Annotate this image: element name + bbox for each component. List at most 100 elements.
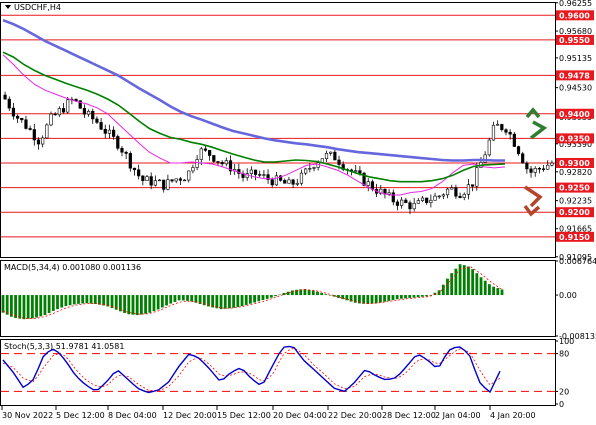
macd-bar	[353, 295, 357, 303]
candle-body	[441, 194, 445, 197]
macd-bar	[358, 295, 361, 304]
candle-body	[412, 202, 416, 210]
macd-bar	[81, 295, 85, 304]
macd-bar	[307, 289, 311, 296]
macd-bar	[467, 266, 470, 296]
level-label: 0.9300	[559, 159, 590, 168]
candle-body	[483, 154, 487, 163]
candle-body	[91, 110, 95, 120]
level-label-bg	[556, 157, 594, 168]
macd-bar	[202, 295, 206, 306]
candle-body	[471, 184, 475, 187]
candle-body	[195, 159, 199, 168]
macd-signal-line	[2, 266, 503, 320]
stoch-tick-label: 80	[559, 350, 569, 359]
macd-bar	[391, 295, 395, 301]
macd-bar	[265, 295, 269, 299]
macd-bar	[269, 295, 273, 298]
candle-body	[99, 122, 103, 130]
candle-body	[203, 148, 208, 151]
candle-body	[220, 162, 224, 165]
level-label: 0.9478	[559, 71, 590, 80]
price-tick-label: 0.92235	[559, 197, 592, 206]
macd-bar	[311, 290, 315, 296]
candle-body	[36, 139, 41, 145]
candle-body	[500, 124, 504, 131]
time-tick-label: 8 Dec 04:00	[108, 411, 157, 420]
macd-bar	[156, 295, 160, 310]
candle-body	[162, 179, 166, 190]
macd-axis-ticks: 0.006764 0.00 -0.008135	[555, 257, 596, 341]
candle-body	[496, 124, 500, 126]
level-label: 0.9200	[559, 208, 590, 217]
macd-bar	[420, 295, 424, 297]
time-tick-label: 5 Dec 12:00	[56, 411, 105, 420]
candle-body	[270, 179, 274, 186]
candle-body	[521, 153, 525, 164]
macd-bar	[114, 295, 118, 310]
macd-bar	[500, 289, 504, 296]
candle-body	[529, 168, 533, 173]
stoch-tick-label: 20	[559, 387, 569, 396]
macd-bar	[362, 295, 366, 304]
macd-bar	[374, 295, 378, 304]
macd-tick-label: 0.006764	[559, 257, 596, 266]
macd-bar	[1, 295, 5, 313]
arrow-up-icon	[525, 107, 548, 140]
macd-bar	[110, 295, 114, 309]
macd-tick-label: 0.00	[559, 291, 577, 300]
stoch-levels	[1, 353, 555, 392]
macd-bar	[332, 295, 336, 297]
stoch-plot-frame	[0, 339, 556, 406]
candle-body	[103, 128, 107, 134]
candle-body	[253, 169, 258, 175]
macd-bar	[30, 295, 34, 319]
candle-body	[445, 188, 450, 196]
macd-bar	[408, 295, 412, 298]
level-label-bg	[556, 133, 594, 144]
candle-body	[404, 199, 408, 203]
candle-body	[199, 148, 203, 160]
macd-bar	[328, 295, 332, 296]
stoch-tick-label: 0	[559, 400, 564, 409]
candle-body	[249, 169, 253, 174]
level-label-bg	[556, 182, 594, 193]
macd-bar	[399, 295, 403, 299]
candle-body	[299, 172, 304, 184]
candle-body	[145, 176, 149, 181]
candle-body	[433, 195, 437, 201]
ma-line-2	[2, 51, 506, 183]
macd-bar	[169, 295, 173, 304]
candle-body	[333, 151, 337, 161]
ma-line-1	[2, 54, 506, 196]
candle-body	[174, 178, 178, 182]
macd-bar	[85, 295, 89, 304]
price-tick-label: 0.95135	[559, 54, 592, 63]
time-tick-label: 22 Dec 20:00	[328, 411, 382, 420]
resistance-support-levels	[1, 14, 555, 238]
candle-body	[212, 155, 216, 162]
macd-bar	[190, 295, 194, 302]
macd-bar	[383, 295, 386, 302]
candle-body	[278, 175, 283, 181]
macd-bar	[223, 295, 227, 309]
candle-body	[128, 153, 132, 169]
macd-bar	[345, 295, 349, 301]
level-label-bg	[556, 207, 594, 218]
level-label: 0.9250	[559, 184, 590, 193]
candle-body	[450, 187, 454, 190]
macd-bar	[236, 295, 240, 307]
symbol-dropdown-icon[interactable]	[5, 5, 11, 9]
candle-body	[362, 172, 366, 186]
macd-bar	[425, 295, 428, 297]
time-tick-label: 4 Jan 20:00	[490, 411, 536, 420]
time-tick-label: 30 Nov 2022	[2, 411, 53, 420]
candle-body	[66, 99, 70, 113]
candle-body	[354, 170, 358, 172]
candle-body	[295, 182, 299, 185]
level-label: 0.9150	[559, 233, 590, 242]
arrow-down-icon	[523, 185, 543, 217]
price-tick-label: 0.91095	[559, 253, 592, 262]
price-tick-label: 0.93390	[559, 140, 592, 149]
candle-body	[24, 119, 28, 129]
